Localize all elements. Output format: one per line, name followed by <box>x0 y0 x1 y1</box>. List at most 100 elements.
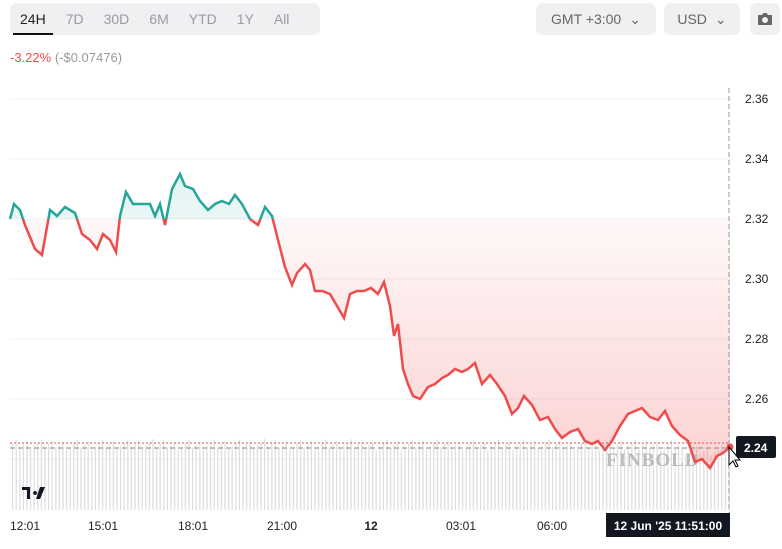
crosshair-price-label-bg <box>736 436 776 458</box>
volume-bar <box>660 450 662 510</box>
volume-bar <box>289 449 291 510</box>
volume-bar <box>130 447 132 510</box>
volume-bar <box>87 441 89 510</box>
current-point <box>726 443 734 451</box>
volume-bar <box>274 440 276 510</box>
tab-6m[interactable]: 6M <box>149 11 169 27</box>
volume-bar <box>231 445 233 510</box>
volume-bar <box>22 444 24 510</box>
tab-30d[interactable]: 30D <box>103 11 130 27</box>
volume-bar <box>555 443 557 510</box>
volume-bar <box>303 447 305 510</box>
volume-bar <box>433 442 435 510</box>
volume-bar <box>44 447 46 510</box>
volume-bar <box>714 452 716 510</box>
volume-bar <box>649 448 651 510</box>
volume-bar <box>368 445 370 510</box>
volume-bar <box>300 440 302 510</box>
volume-bar <box>314 449 316 510</box>
tab-ytd[interactable]: YTD <box>188 11 217 27</box>
volume-bar <box>321 442 323 510</box>
volume-bar <box>249 440 251 510</box>
volume-bar <box>436 439 438 510</box>
volume-bar <box>192 448 194 510</box>
volume-bar <box>15 439 17 510</box>
volume-bar <box>498 440 500 510</box>
volume-bar <box>512 449 514 510</box>
volume-bar <box>33 445 35 510</box>
volume-bar <box>717 448 719 510</box>
volume-bar <box>487 449 489 510</box>
volume-bar <box>627 445 629 510</box>
volume-bar <box>66 450 68 510</box>
volume-bar <box>458 442 460 510</box>
volume-bar <box>195 444 197 510</box>
y-tick-label: 2.30 <box>745 272 769 286</box>
volume-bar <box>382 443 384 510</box>
chevron-down-icon: ⌄ <box>629 10 641 27</box>
volume-bar <box>328 447 330 510</box>
volume-bar <box>220 444 222 510</box>
tab-1y[interactable]: 1Y <box>236 11 254 27</box>
screenshot-button[interactable] <box>750 3 780 35</box>
volume-bar <box>537 448 539 510</box>
currency-select[interactable]: USD ⌄ <box>664 3 740 35</box>
volume-bar <box>282 445 284 510</box>
volume-bar <box>109 444 111 510</box>
volume-bar <box>609 439 611 510</box>
volume-bar <box>145 445 147 510</box>
price-line-down <box>10 219 731 471</box>
volume-bar <box>541 445 543 510</box>
volume-bar <box>652 445 654 510</box>
volume-bar <box>706 447 708 510</box>
timezone-value: GMT +3:00 <box>551 11 622 27</box>
volume-bar <box>573 449 575 510</box>
volume-bar <box>102 440 104 510</box>
volume-bar <box>372 442 374 510</box>
volume-bar <box>465 446 467 510</box>
volume-bar <box>451 448 453 510</box>
volume-bar <box>422 441 424 510</box>
tradingview-logo-icon <box>22 487 45 499</box>
volume-bar <box>642 444 644 510</box>
camera-icon <box>758 13 772 25</box>
volume-bar <box>48 444 50 510</box>
volume-bar <box>411 439 413 510</box>
volume-bar <box>246 444 248 510</box>
price-line-up <box>8 171 275 219</box>
tab-all[interactable]: All <box>273 11 290 27</box>
volume-bar <box>595 441 597 510</box>
volume-bar <box>105 447 107 510</box>
volume-bar <box>494 443 496 510</box>
volume-bar <box>184 443 186 510</box>
volume-bar <box>174 442 176 510</box>
volume-bar <box>530 444 532 510</box>
volume-bar <box>681 447 683 510</box>
x-tick-label: 15:01 <box>88 519 118 533</box>
volume-bar <box>559 440 561 510</box>
volume-bar <box>393 444 395 510</box>
volume-bar <box>163 440 165 510</box>
volume-bar <box>721 445 723 510</box>
volume-bar <box>544 442 546 510</box>
tab-24h[interactable]: 24H <box>10 3 56 35</box>
volume-bar <box>483 441 485 510</box>
volume-bar <box>645 440 647 510</box>
x-tick-label: 18:01 <box>178 519 208 533</box>
area-fill-down <box>10 219 730 468</box>
volume-bar <box>426 449 428 510</box>
volume-bar <box>476 448 478 510</box>
volume-bar <box>336 441 338 510</box>
volume-bar <box>80 448 82 510</box>
timezone-select[interactable]: GMT +3:00 ⌄ <box>536 3 656 35</box>
volume-bar <box>674 448 676 510</box>
volume-bar <box>40 439 42 510</box>
tab-7d[interactable]: 7D <box>65 11 84 27</box>
volume-bar <box>570 442 572 510</box>
volume-bar <box>440 447 442 510</box>
volume-bar <box>116 449 118 510</box>
volume-bar <box>332 444 334 510</box>
volume-bar <box>310 441 312 510</box>
volume-bar <box>267 446 269 510</box>
